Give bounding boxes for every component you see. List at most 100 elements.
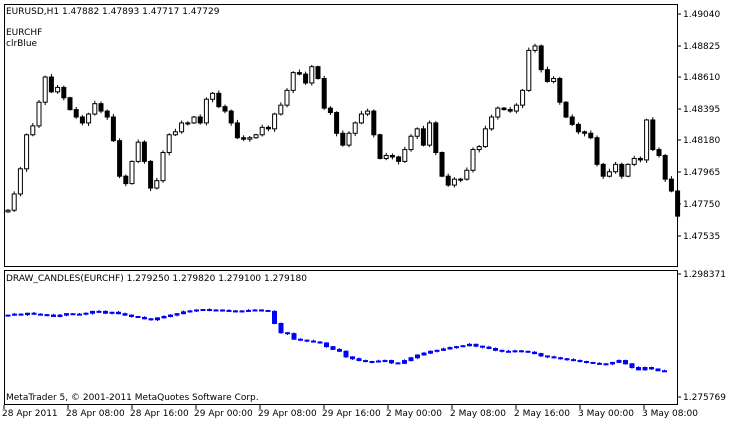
- candle-body: [458, 178, 464, 181]
- indicator-price-axis: 1.298371 1.275769: [678, 270, 726, 403]
- candle-body: [482, 128, 488, 148]
- candle-body: [408, 135, 414, 151]
- candle-body: [606, 171, 612, 177]
- candle-body: [179, 122, 185, 133]
- candle-body: [445, 175, 451, 186]
- candle-body: [464, 169, 470, 180]
- candle-body: [24, 134, 30, 170]
- candle-body: [61, 86, 67, 99]
- candle-body: [142, 316, 147, 320]
- candle-body: [96, 310, 102, 313]
- candle-body: [278, 104, 284, 115]
- candle-body: [382, 360, 388, 363]
- price-label: 1.48180: [683, 136, 720, 146]
- time-label: 29 Apr 08:00: [258, 409, 317, 419]
- candle-body: [433, 122, 439, 154]
- candle-body: [616, 360, 622, 363]
- candle-body: [265, 126, 271, 130]
- indicator-panel[interactable]: [4, 270, 678, 405]
- candle-body: [228, 110, 234, 124]
- candle-body: [109, 311, 115, 314]
- candle-body: [619, 163, 625, 177]
- candle-body: [30, 125, 36, 136]
- candle-body: [57, 314, 63, 317]
- candle-body: [311, 340, 316, 343]
- candle-body: [668, 178, 674, 192]
- candle-body: [402, 149, 408, 162]
- candle-body: [174, 313, 180, 316]
- candle-body: [610, 361, 615, 365]
- candle-body: [427, 122, 433, 146]
- candle-body: [222, 106, 228, 112]
- candle-body: [259, 309, 264, 312]
- candle-body: [210, 92, 216, 100]
- candle-body: [304, 339, 310, 342]
- candle-body: [467, 343, 472, 347]
- candle-body: [172, 131, 178, 136]
- candle-body: [571, 359, 576, 362]
- candle-body: [597, 362, 602, 365]
- candle-body: [376, 360, 381, 363]
- candle-body: [551, 78, 557, 82]
- price-label: 1.48825: [683, 42, 720, 52]
- candle-body: [135, 141, 141, 162]
- candle-body: [519, 350, 524, 353]
- time-label: 28 Apr 2011: [2, 409, 58, 419]
- candle-body: [642, 367, 648, 371]
- candle-body: [473, 343, 479, 347]
- candle-body: [246, 309, 251, 312]
- candle-body: [631, 157, 637, 165]
- candle-body: [42, 76, 48, 103]
- candle-body: [253, 134, 259, 139]
- candle-body: [649, 367, 654, 370]
- candle-body: [92, 103, 98, 115]
- candle-body: [414, 128, 420, 137]
- candle-body: [207, 309, 212, 312]
- candle-body: [317, 341, 323, 344]
- price-label: 1.49040: [683, 10, 720, 20]
- candle-body: [200, 309, 206, 312]
- candle-body: [265, 309, 271, 312]
- candle-body: [451, 178, 457, 186]
- candle-body: [662, 370, 667, 373]
- candle-body: [154, 180, 160, 189]
- candle-body: [582, 131, 588, 134]
- candle-body: [135, 315, 141, 318]
- candle-body: [55, 86, 61, 93]
- candle-body: [486, 346, 492, 349]
- candle-body: [272, 113, 278, 130]
- candle-body: [577, 360, 583, 363]
- candle-body: [141, 141, 147, 162]
- candle-body: [501, 107, 507, 111]
- candle-body: [441, 348, 446, 351]
- candle-body: [363, 360, 368, 363]
- candle-body: [603, 363, 609, 366]
- candle-body: [594, 137, 600, 165]
- candle-body: [90, 310, 95, 314]
- legend-color: clrBlue: [6, 39, 38, 49]
- candle-body: [507, 109, 513, 112]
- candle-body: [346, 132, 352, 146]
- candle-body: [625, 163, 631, 177]
- candle-body: [247, 137, 253, 140]
- candle-body: [551, 356, 557, 359]
- candle-body: [454, 346, 459, 349]
- candle-body: [44, 314, 50, 317]
- candle-body: [252, 309, 258, 312]
- candle-body: [83, 312, 89, 315]
- candle-body: [340, 132, 346, 146]
- candle-body: [233, 310, 238, 313]
- candle-body: [623, 360, 628, 365]
- candle-body: [334, 112, 340, 134]
- candle-body: [123, 175, 129, 185]
- candle-body: [25, 312, 30, 316]
- indicator-price-label: 1.298371: [683, 270, 726, 280]
- candle-body: [79, 116, 85, 124]
- candle-body: [575, 123, 581, 133]
- candle-body: [636, 367, 641, 371]
- candle-body: [389, 154, 395, 158]
- candle-body: [421, 352, 427, 356]
- candle-body: [447, 347, 453, 350]
- candle-body: [290, 72, 296, 91]
